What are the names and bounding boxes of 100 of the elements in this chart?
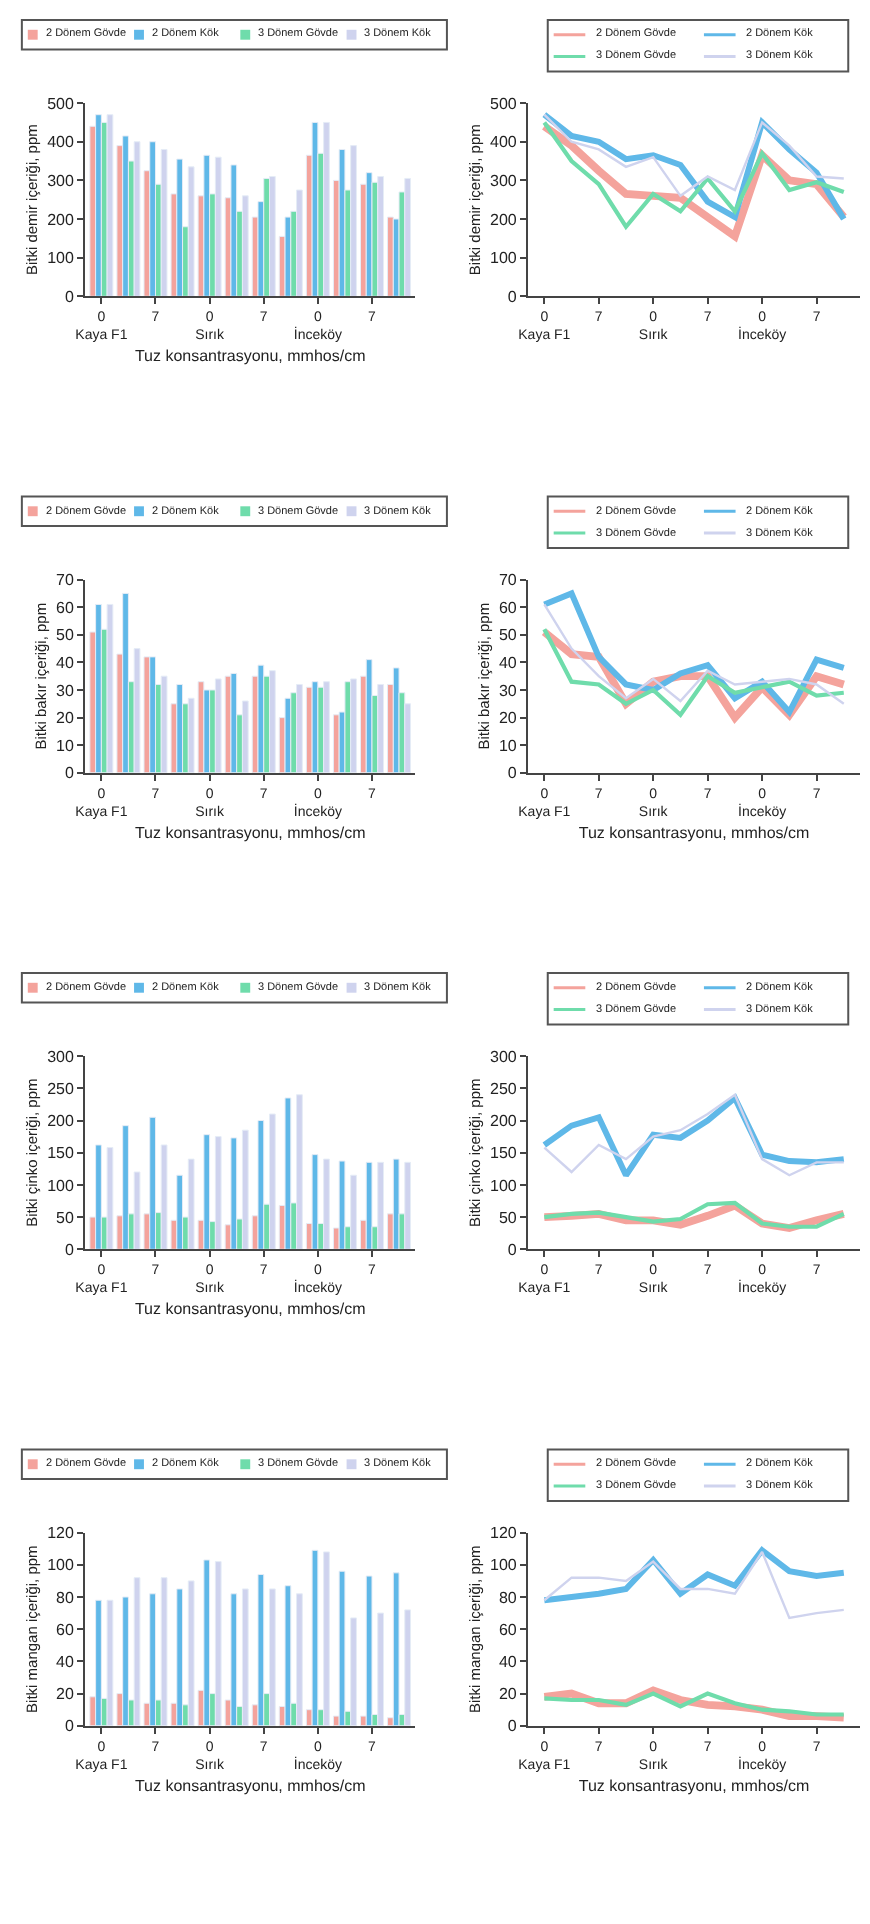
bar xyxy=(365,1575,373,1726)
y-tick-label: 60 xyxy=(56,1620,76,1639)
bar xyxy=(95,1599,102,1726)
bar xyxy=(284,1585,292,1726)
y-tick-label: 250 xyxy=(47,1079,75,1098)
y-tick-label: 120 xyxy=(47,1524,75,1543)
bar xyxy=(392,1158,400,1250)
bar xyxy=(187,1158,195,1250)
bar xyxy=(311,1549,319,1726)
bar xyxy=(241,1588,249,1726)
bar xyxy=(257,1120,265,1250)
bar xyxy=(268,176,276,297)
bar xyxy=(404,1161,412,1250)
bar xyxy=(160,1577,168,1726)
bar xyxy=(296,1094,303,1250)
y-tick-label: 80 xyxy=(56,1588,76,1607)
bar xyxy=(160,1144,168,1250)
bar xyxy=(106,1147,114,1250)
y-tick-label: 0 xyxy=(65,764,76,783)
y-tick-label: 20 xyxy=(56,709,76,728)
y-tick-label: 70 xyxy=(56,571,76,590)
y-tick-label: 500 xyxy=(490,94,518,113)
bar xyxy=(203,154,211,297)
bar xyxy=(187,1580,195,1726)
y-tick-label: 0 xyxy=(507,1717,518,1736)
y-tick-label: 30 xyxy=(56,681,76,700)
bar xyxy=(122,1596,129,1726)
bar xyxy=(176,1588,184,1726)
bar xyxy=(133,1171,141,1250)
y-tick-label: 500 xyxy=(47,94,75,113)
y-tick-label: 100 xyxy=(47,1556,75,1575)
y-tick-label: 50 xyxy=(56,1208,76,1227)
bar xyxy=(106,114,114,297)
bar xyxy=(311,681,319,773)
y-tick-label: 20 xyxy=(498,709,518,728)
bar xyxy=(338,1160,346,1250)
bar xyxy=(176,683,184,773)
y-tick-label: 150 xyxy=(490,1144,518,1163)
bar xyxy=(296,1593,303,1726)
y-tick-label: 400 xyxy=(490,133,518,152)
y-tick-label: 100 xyxy=(490,1556,518,1575)
bar xyxy=(122,592,129,773)
y-tick-label: 150 xyxy=(47,1144,75,1163)
y-tick-label: 60 xyxy=(498,1620,518,1639)
line-series xyxy=(543,603,845,705)
y-tick-label: 200 xyxy=(47,210,75,229)
y-tick-label: 200 xyxy=(490,1112,518,1131)
bar xyxy=(257,1573,265,1726)
bar xyxy=(230,1137,238,1250)
bar xyxy=(268,670,276,773)
bar xyxy=(149,656,156,773)
y-tick-label: 200 xyxy=(47,1112,75,1131)
y-tick-label: 10 xyxy=(56,736,76,755)
y-tick-label: 300 xyxy=(490,171,518,190)
line-series xyxy=(543,113,845,198)
bar xyxy=(122,135,129,297)
y-tick-label: 0 xyxy=(65,1717,76,1736)
bar xyxy=(214,1561,222,1726)
bar xyxy=(268,1588,276,1726)
y-tick-label: 100 xyxy=(490,249,518,268)
bar xyxy=(284,1097,292,1250)
bar xyxy=(133,141,141,297)
y-tick-label: 60 xyxy=(498,598,518,617)
bar xyxy=(95,1144,102,1250)
bar xyxy=(214,1136,222,1250)
y-tick-label: 0 xyxy=(65,1240,76,1259)
y-tick-label: 40 xyxy=(498,1652,518,1671)
bar xyxy=(106,1599,114,1726)
bar xyxy=(160,148,168,297)
bar xyxy=(268,1113,276,1250)
bar xyxy=(311,121,319,297)
y-tick-label: 10 xyxy=(498,736,518,755)
bar xyxy=(176,1174,184,1250)
bar xyxy=(392,1572,400,1726)
bar xyxy=(133,1577,141,1726)
bar xyxy=(160,675,168,773)
bar xyxy=(149,141,156,297)
bar xyxy=(133,648,141,773)
x-axis-title: Tuz konsantrasyonu, mmhos/cm xyxy=(134,1776,367,1795)
bar xyxy=(214,678,222,773)
y-tick-label: 0 xyxy=(507,764,518,783)
bar xyxy=(241,195,249,297)
bar xyxy=(176,158,184,297)
bar xyxy=(230,164,238,297)
bar xyxy=(187,166,195,297)
y-tick-label: 100 xyxy=(47,1176,75,1195)
y-tick-label: 80 xyxy=(498,1588,518,1607)
x-axis-title: Tuz konsantrasyonu, mmhos/cm xyxy=(134,823,367,842)
y-tick-label: 300 xyxy=(47,1047,75,1066)
y-tick-label: 20 xyxy=(498,1685,518,1704)
y-tick-label: 50 xyxy=(498,626,518,645)
y-tick-label: 200 xyxy=(490,210,518,229)
bar xyxy=(203,1559,211,1726)
bar xyxy=(149,1116,156,1250)
y-tick-label: 60 xyxy=(56,598,76,617)
y-tick-label: 300 xyxy=(490,1047,518,1066)
x-axis-title: Tuz konsantrasyonu, mmhos/cm xyxy=(578,823,811,842)
y-tick-label: 300 xyxy=(47,171,75,190)
bar xyxy=(106,603,114,773)
bar xyxy=(241,1129,249,1250)
